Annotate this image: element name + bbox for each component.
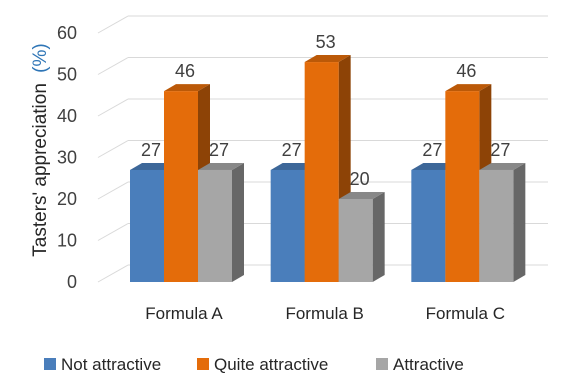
y-tick-label: 20 xyxy=(57,189,77,209)
legend-label: Attractive xyxy=(393,355,464,374)
legend-label: Not attractive xyxy=(61,355,161,374)
data-label: 27 xyxy=(282,140,302,160)
y-axis-label-unit: (%) xyxy=(30,43,51,73)
gridline xyxy=(97,223,129,241)
data-label: 46 xyxy=(456,61,476,81)
data-labels: 27 46 27 27 53 20 27 46 27 xyxy=(141,32,510,189)
bar-side xyxy=(232,162,244,282)
legend-swatch xyxy=(44,358,56,370)
data-label: 46 xyxy=(175,61,195,81)
y-tick-label: 0 xyxy=(67,272,77,292)
bar-front xyxy=(304,62,339,282)
bar-front xyxy=(164,91,198,282)
gridline xyxy=(97,140,129,158)
legend-label: Quite attractive xyxy=(214,355,328,374)
y-tick-label: 40 xyxy=(57,106,77,126)
bar-front xyxy=(130,169,164,282)
bar-top xyxy=(479,162,526,170)
bar-front xyxy=(479,169,514,282)
gridline xyxy=(97,15,129,34)
bar-top xyxy=(445,84,492,92)
x-category-label: Formula C xyxy=(426,304,505,323)
bar-top xyxy=(164,84,210,92)
legend-item: Quite attractive xyxy=(197,355,328,374)
bar-top xyxy=(198,162,244,170)
legend-swatch xyxy=(197,358,209,370)
gridline xyxy=(97,181,129,200)
x-category-label: Formula B xyxy=(285,304,363,323)
gridline xyxy=(97,98,129,117)
data-label: 20 xyxy=(350,169,370,189)
bar-front xyxy=(198,169,232,282)
legend-swatch xyxy=(376,358,388,370)
data-label: 53 xyxy=(316,32,336,52)
data-label: 27 xyxy=(422,140,442,160)
data-label: 27 xyxy=(490,140,510,160)
bar-front xyxy=(338,199,373,282)
legend: Not attractive Quite attractive Attractive xyxy=(44,355,464,374)
data-label: 27 xyxy=(141,140,161,160)
bar-top xyxy=(304,55,351,63)
bar-front xyxy=(270,169,305,282)
bars xyxy=(130,55,526,282)
bar-side xyxy=(372,192,385,282)
x-category-label: Formula A xyxy=(145,304,223,323)
bar xyxy=(198,162,244,282)
bar xyxy=(304,55,351,282)
bar xyxy=(338,192,385,282)
bar-front xyxy=(411,169,446,282)
bar xyxy=(479,162,526,282)
y-tick-label: 50 xyxy=(57,65,77,85)
gridline xyxy=(97,57,129,75)
y-axis-ticks: 0 10 20 30 40 50 60 xyxy=(57,23,77,292)
bar-front xyxy=(445,91,480,282)
y-tick-label: 30 xyxy=(57,148,77,168)
data-label: 27 xyxy=(209,140,229,160)
gridline xyxy=(97,264,129,283)
y-axis-label-main: Tasters' appreciation xyxy=(30,83,51,257)
y-axis-label: Tasters' appreciation (%) xyxy=(30,43,51,257)
bar-top xyxy=(338,192,385,199)
legend-item: Not attractive xyxy=(44,355,161,374)
y-tick-label: 60 xyxy=(57,23,77,43)
y-tick-label: 10 xyxy=(57,231,77,251)
x-axis-categories: Formula A Formula B Formula C xyxy=(145,304,505,323)
legend-item: Attractive xyxy=(376,355,464,374)
bar-side xyxy=(513,162,526,282)
